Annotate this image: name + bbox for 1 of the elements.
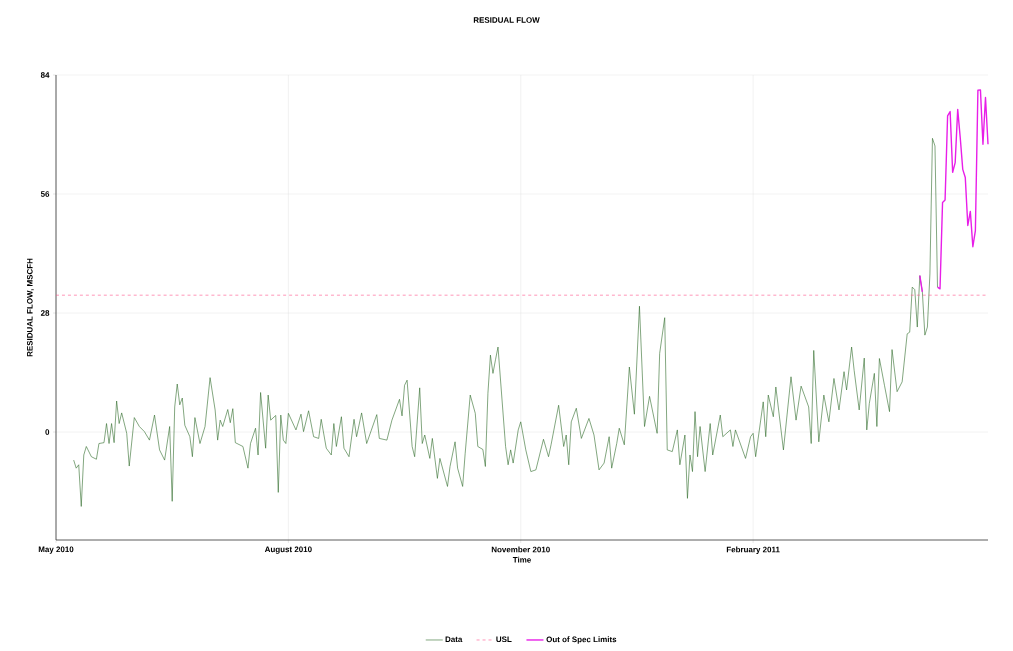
- line-series: [73, 138, 938, 507]
